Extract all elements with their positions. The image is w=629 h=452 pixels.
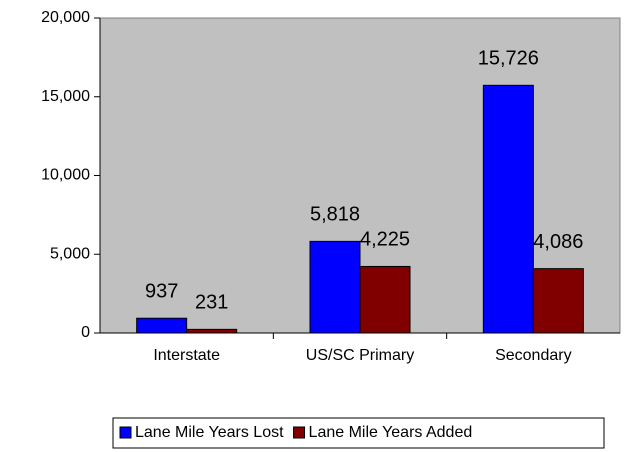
value-label: 4,086 — [533, 231, 583, 253]
bar — [309, 240, 361, 334]
value-label: 231 — [195, 292, 228, 314]
y-tick-label: 20,000 — [41, 9, 90, 26]
legend-label: Lane Mile Years Lost — [135, 424, 284, 441]
legend-swatch — [119, 426, 132, 439]
value-label: 15,726 — [478, 48, 539, 70]
bar — [482, 84, 534, 334]
y-tick-label: 10,000 — [41, 167, 90, 184]
bar — [136, 317, 188, 334]
value-label: 4,225 — [360, 229, 410, 251]
value-label: 5,818 — [310, 204, 360, 226]
x-tick-label: US/SC Primary — [306, 347, 414, 364]
legend-swatch — [293, 426, 306, 439]
y-tick-label: 5,000 — [50, 245, 90, 262]
bar — [359, 265, 411, 334]
y-tick-label: 15,000 — [41, 88, 90, 105]
x-tick-label: Interstate — [153, 347, 220, 364]
x-tick-label: Secondary — [495, 347, 572, 364]
y-tick-label: 0 — [81, 324, 90, 341]
value-label: 937 — [145, 281, 178, 303]
bar — [532, 268, 584, 334]
legend-label: Lane Mile Years Added — [309, 424, 473, 441]
bar — [186, 328, 238, 334]
legend-box — [112, 417, 605, 449]
